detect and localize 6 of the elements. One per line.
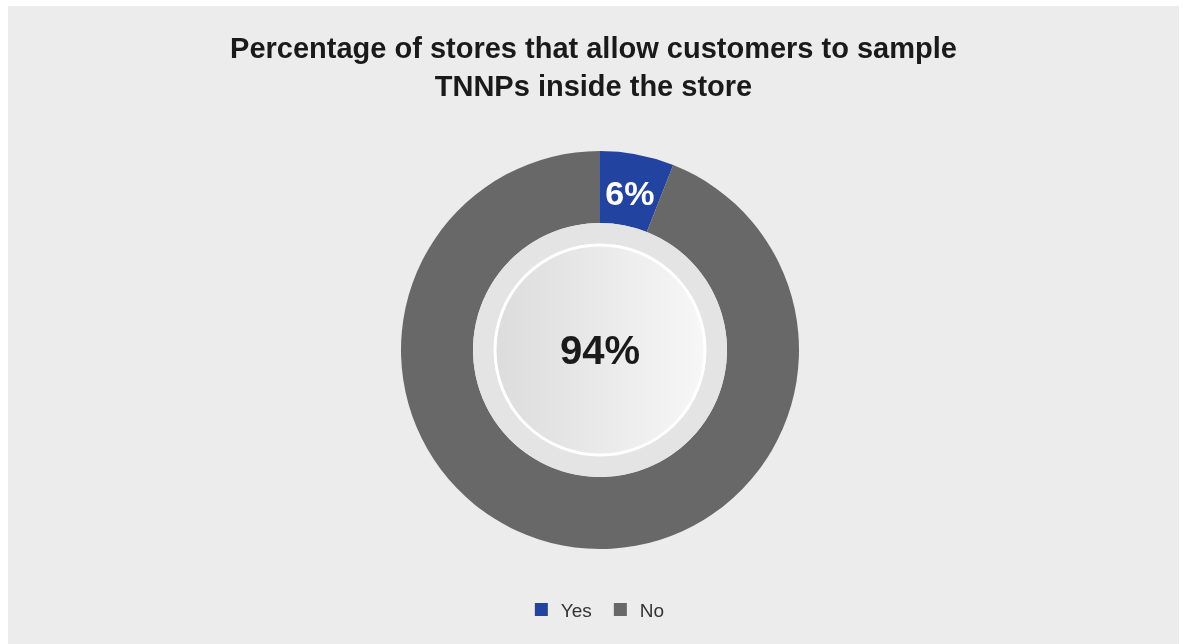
legend-label: No [639,599,665,621]
legend-label: Yes [560,599,592,621]
chart-title: Percentage of stores that allow customers to sample TNNPs inside the store [230,32,957,102]
data-label: 6% [605,174,655,213]
donut-slice [401,151,799,549]
data-label: 94% [559,328,641,372]
